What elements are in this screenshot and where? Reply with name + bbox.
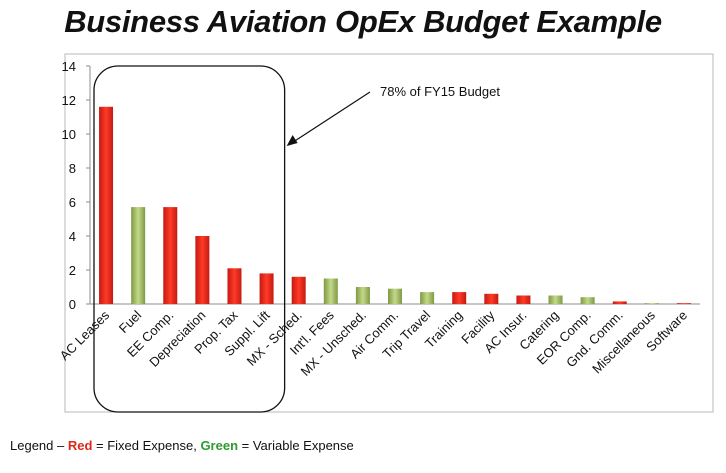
legend-prefix: Legend – — [10, 438, 68, 453]
annotation-arrow-line — [288, 91, 371, 146]
bar-ac-insur — [516, 295, 531, 304]
y-tick-label: 2 — [69, 263, 76, 278]
bar-suppl-lift — [259, 273, 274, 304]
bar-miscellaneous — [644, 303, 659, 304]
bar-trip-travel — [420, 292, 435, 304]
annotation-text: 78% of FY15 Budget — [380, 84, 500, 99]
bar-software — [676, 303, 691, 304]
bar-gnd-comm — [612, 301, 627, 304]
bar-fuel — [131, 207, 146, 304]
y-tick-label: 4 — [69, 229, 76, 244]
bar-mx-unsched — [355, 287, 370, 304]
annotation-box — [93, 65, 286, 413]
legend-red-text: = Fixed Expense, — [92, 438, 201, 453]
bar-ac-leases — [99, 106, 114, 304]
y-tick-label: 14 — [62, 59, 76, 74]
bar-air-comm — [388, 288, 402, 304]
bar-ee-comp — [163, 207, 178, 304]
legend-red-word: Red — [67, 438, 93, 453]
y-tick-label: 8 — [69, 161, 76, 176]
y-tick-label: 12 — [62, 93, 76, 108]
bar-training — [452, 292, 467, 304]
y-tick-label: 0 — [69, 297, 76, 312]
annotation-group: 78% of FY15 Budget — [93, 65, 500, 413]
bar-facility — [484, 293, 499, 304]
bar-int-l-fees — [323, 278, 338, 304]
bar-mx-sched — [291, 276, 306, 304]
legend: Legend – Red = Fixed Expense, Green = Va… — [10, 438, 354, 453]
bars — [99, 106, 691, 304]
bar-prop-tax — [227, 268, 242, 304]
legend-green-text: = Variable Expense — [238, 438, 354, 453]
y-tick-label: 10 — [62, 127, 76, 142]
bar-catering — [548, 295, 563, 304]
chart-title: Business Aviation OpEx Budget Example — [64, 4, 662, 39]
annotation-arrow-head — [286, 135, 298, 146]
bar-depreciation — [195, 236, 210, 304]
bar-eor-comp — [580, 297, 595, 304]
y-tick-label: 6 — [69, 195, 76, 210]
legend-green-word: Green — [200, 438, 239, 453]
